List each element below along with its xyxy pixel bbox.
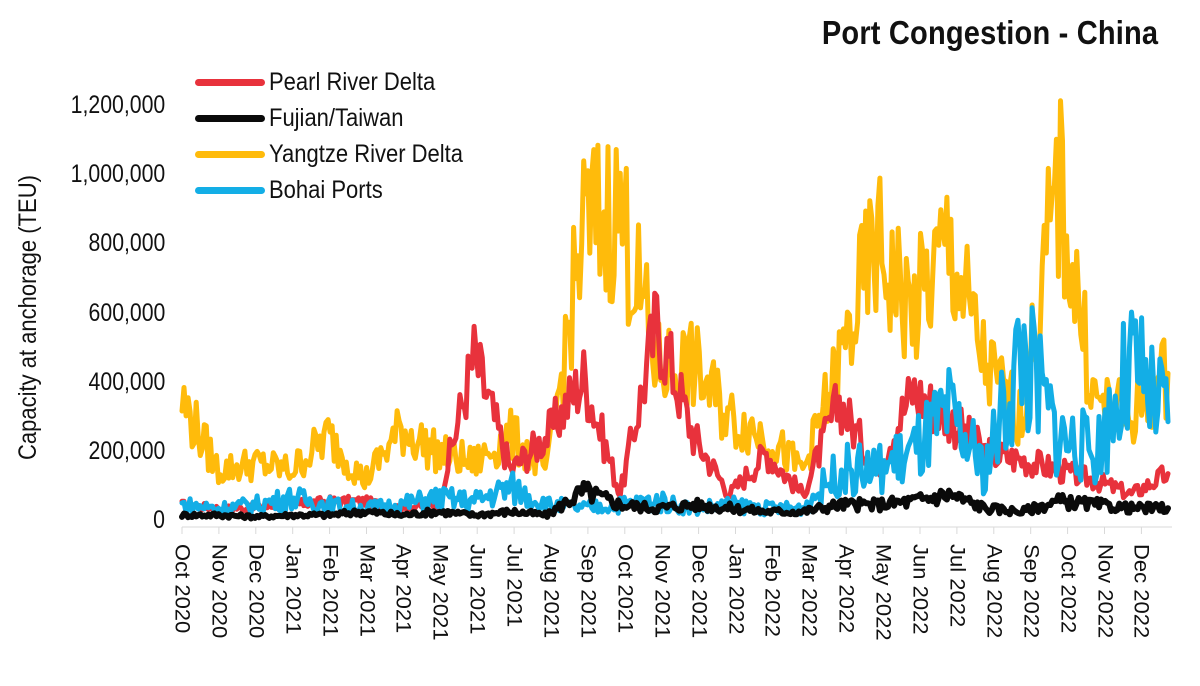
legend-label: Yangtze River Delta xyxy=(269,139,464,168)
x-tick-label: Sep 2021 xyxy=(576,544,601,639)
x-tick-label: Apr 2021 xyxy=(391,544,416,634)
x-tick-label: Apr 2022 xyxy=(834,544,859,634)
y-tick-label: 400,000 xyxy=(88,367,165,396)
x-tick-label: Jun 2022 xyxy=(908,544,933,635)
x-tick-label: May 2021 xyxy=(428,544,453,641)
legend-item-bohai-ports: Bohai Ports xyxy=(195,172,489,208)
x-tick-label: Jul 2022 xyxy=(945,544,970,628)
x-tick-label: Oct 2021 xyxy=(613,544,638,634)
x-tick-label: Dec 2022 xyxy=(1129,544,1154,639)
x-tick-label: Oct 2022 xyxy=(1056,544,1080,634)
x-tick-label: Dec 2020 xyxy=(244,544,269,639)
x-tick-label: Jan 2021 xyxy=(281,544,306,635)
x-tick-label: Jun 2021 xyxy=(465,544,490,635)
x-tick-label: May 2022 xyxy=(871,544,896,641)
legend-item-pearl-river-delta: Pearl River Delta xyxy=(195,64,489,100)
legend-swatch-yellow-icon xyxy=(195,150,265,158)
y-tick-label: 1,200,000 xyxy=(70,91,165,119)
legend-item-yangtze-river-delta: Yangtze River Delta xyxy=(195,136,489,172)
legend: Pearl River Delta Fujian/Taiwan Yangtze … xyxy=(195,64,489,208)
x-tick-label: Feb 2022 xyxy=(760,544,785,637)
x-tick-label: Nov 2022 xyxy=(1093,544,1117,639)
y-tick-label: 600,000 xyxy=(88,298,165,327)
x-tick-label: Mar 2021 xyxy=(355,544,379,637)
legend-swatch-red-icon xyxy=(195,78,265,86)
legend-label: Bohai Ports xyxy=(269,175,383,204)
chart-title: Port Congestion - China xyxy=(821,14,1158,51)
y-tick-label: 0 xyxy=(153,506,165,534)
legend-item-fujian-taiwan: Fujian/Taiwan xyxy=(195,100,489,136)
series-line-fujian-taiwan xyxy=(179,480,1171,522)
x-tick-label: Nov 2020 xyxy=(207,544,232,639)
x-tick-label: Oct 2020 xyxy=(170,544,195,634)
legend-swatch-black-icon xyxy=(195,114,265,122)
x-tick-label: Jul 2021 xyxy=(502,544,527,628)
y-tick-label: 200,000 xyxy=(88,436,165,465)
x-tick-label: Dec 2021 xyxy=(687,544,711,639)
x-tick-label: Sep 2022 xyxy=(1019,544,1044,639)
legend-swatch-blue-icon xyxy=(195,186,265,194)
x-tick-label: Nov 2021 xyxy=(650,544,675,639)
y-tick-label: 1,000,000 xyxy=(70,160,165,189)
legend-label: Fujian/Taiwan xyxy=(269,103,404,132)
x-tick-label: Mar 2022 xyxy=(797,544,822,637)
x-tick-label: Feb 2021 xyxy=(318,544,342,637)
x-tick-label: Aug 2021 xyxy=(539,544,564,639)
y-tick-label: 800,000 xyxy=(88,229,165,258)
x-tick-label: Jan 2022 xyxy=(724,544,748,635)
legend-label: Pearl River Delta xyxy=(269,67,436,96)
x-tick-label: Aug 2022 xyxy=(982,544,1007,639)
